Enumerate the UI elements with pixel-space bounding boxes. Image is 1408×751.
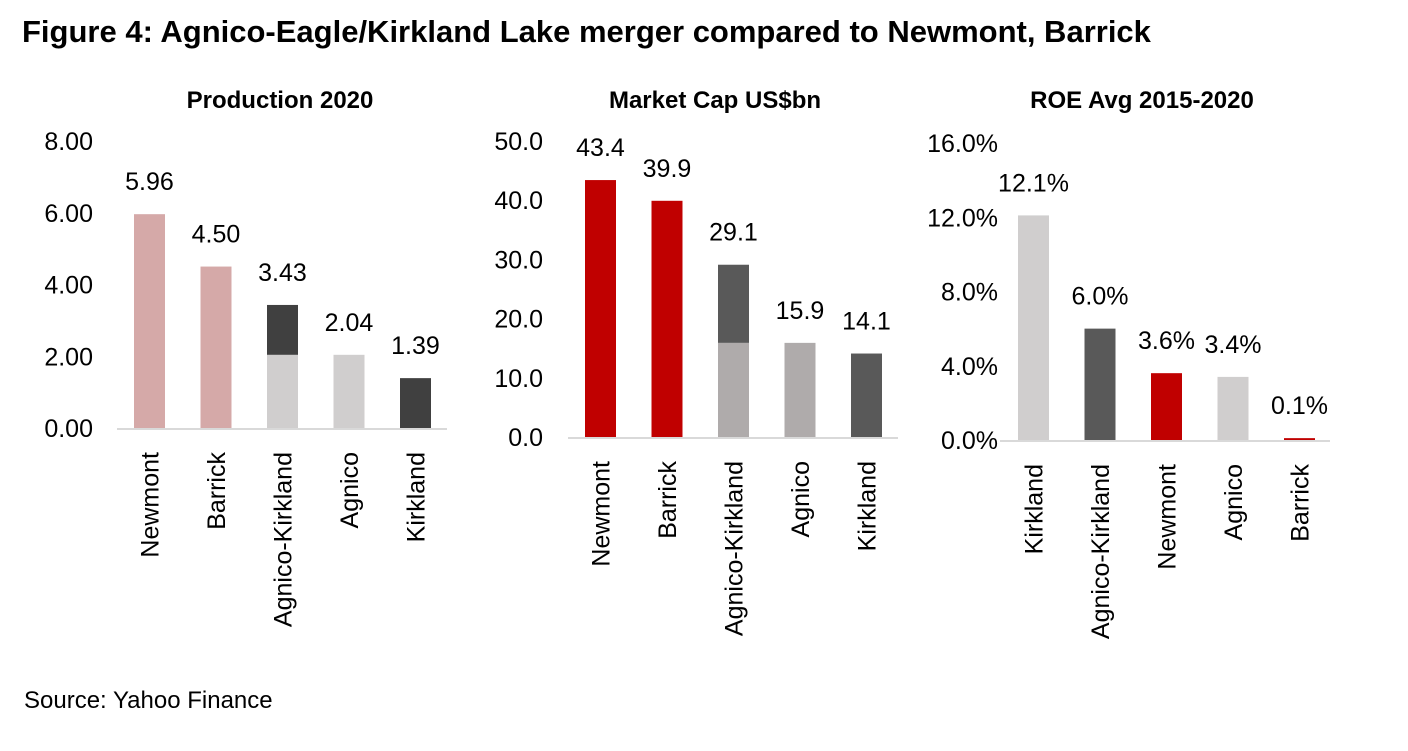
- bar-segment: [1151, 373, 1182, 440]
- data-label: 1.39: [391, 332, 440, 360]
- bar-segment: [718, 264, 749, 343]
- data-label: 15.9: [776, 297, 825, 325]
- x-category-label: Agnico: [787, 461, 815, 537]
- data-label: 12.1%: [998, 169, 1069, 197]
- y-tick-label: 2.00: [44, 343, 93, 371]
- x-category-label: Agnico: [1220, 464, 1248, 540]
- x-category-label: Agnico-Kirkland: [1087, 464, 1115, 639]
- x-category-label: Agnico-Kirkland: [721, 461, 749, 636]
- data-label: 6.0%: [1072, 283, 1129, 311]
- data-label: 14.1: [842, 308, 891, 336]
- x-category-label: Newmont: [588, 461, 616, 567]
- bar-segment: [1084, 328, 1116, 440]
- bar-segment: [851, 353, 882, 437]
- y-tick-label: 40.0: [494, 187, 543, 215]
- y-tick-label: 30.0: [494, 246, 543, 274]
- bar-segment: [400, 378, 431, 428]
- x-category-label: Kirkland: [854, 461, 882, 551]
- x-category-label: Kirkland: [403, 452, 431, 542]
- bar-segment: [333, 354, 365, 428]
- bar-segment: [651, 200, 683, 437]
- y-tick-label: 4.00: [44, 272, 93, 300]
- bar-segment: [718, 342, 749, 437]
- y-tick-label: 6.00: [44, 200, 93, 228]
- x-category-label: Barrick: [203, 452, 231, 530]
- bar-segment: [784, 342, 816, 437]
- y-tick-label: 8.0%: [941, 279, 998, 307]
- y-tick-label: 20.0: [494, 306, 543, 334]
- data-label: 4.50: [192, 221, 241, 249]
- data-label: 0.1%: [1271, 392, 1328, 420]
- y-tick-label: 4.0%: [941, 353, 998, 381]
- data-label: 3.4%: [1205, 331, 1262, 359]
- bar-segment: [200, 266, 232, 428]
- y-tick-label: 0.0: [508, 424, 543, 452]
- data-label: 39.9: [643, 155, 692, 183]
- bar-segment: [267, 354, 298, 428]
- source-note: Source: Yahoo Finance: [24, 687, 273, 714]
- y-tick-label: 0.00: [44, 415, 93, 443]
- y-tick-label: 8.00: [44, 128, 93, 156]
- data-label: 2.04: [325, 309, 374, 337]
- data-label: 3.43: [258, 259, 307, 287]
- y-tick-label: 16.0%: [927, 130, 998, 158]
- y-tick-label: 10.0: [494, 365, 543, 393]
- data-label: 3.6%: [1138, 327, 1195, 355]
- x-category-label: Newmont: [137, 452, 165, 558]
- y-tick-label: 50.0: [494, 128, 543, 156]
- y-tick-label: 0.0%: [941, 427, 998, 455]
- bar-segment: [134, 214, 165, 428]
- bar-segment: [267, 304, 298, 355]
- data-label: 43.4: [576, 134, 625, 162]
- x-category-label: Agnico: [336, 452, 364, 528]
- x-category-label: Agnico-Kirkland: [270, 452, 298, 627]
- x-category-label: Newmont: [1154, 464, 1182, 570]
- data-label: 5.96: [125, 168, 174, 196]
- data-label: 29.1: [709, 219, 758, 247]
- figure-title: Figure 4: Agnico-Eagle/Kirkland Lake mer…: [22, 14, 1151, 49]
- chart-title: ROE Avg 2015-2020: [1030, 87, 1254, 114]
- chart-title: Market Cap US$bn: [609, 87, 821, 114]
- x-category-label: Barrick: [654, 461, 682, 539]
- bar-segment: [1284, 438, 1315, 440]
- bar-segment: [1018, 215, 1049, 440]
- x-category-label: Kirkland: [1021, 464, 1049, 554]
- x-category-label: Barrick: [1287, 464, 1315, 542]
- bar-segment: [1217, 376, 1249, 440]
- y-tick-label: 12.0%: [927, 204, 998, 232]
- chart-title: Production 2020: [187, 87, 374, 114]
- bar-segment: [585, 180, 616, 437]
